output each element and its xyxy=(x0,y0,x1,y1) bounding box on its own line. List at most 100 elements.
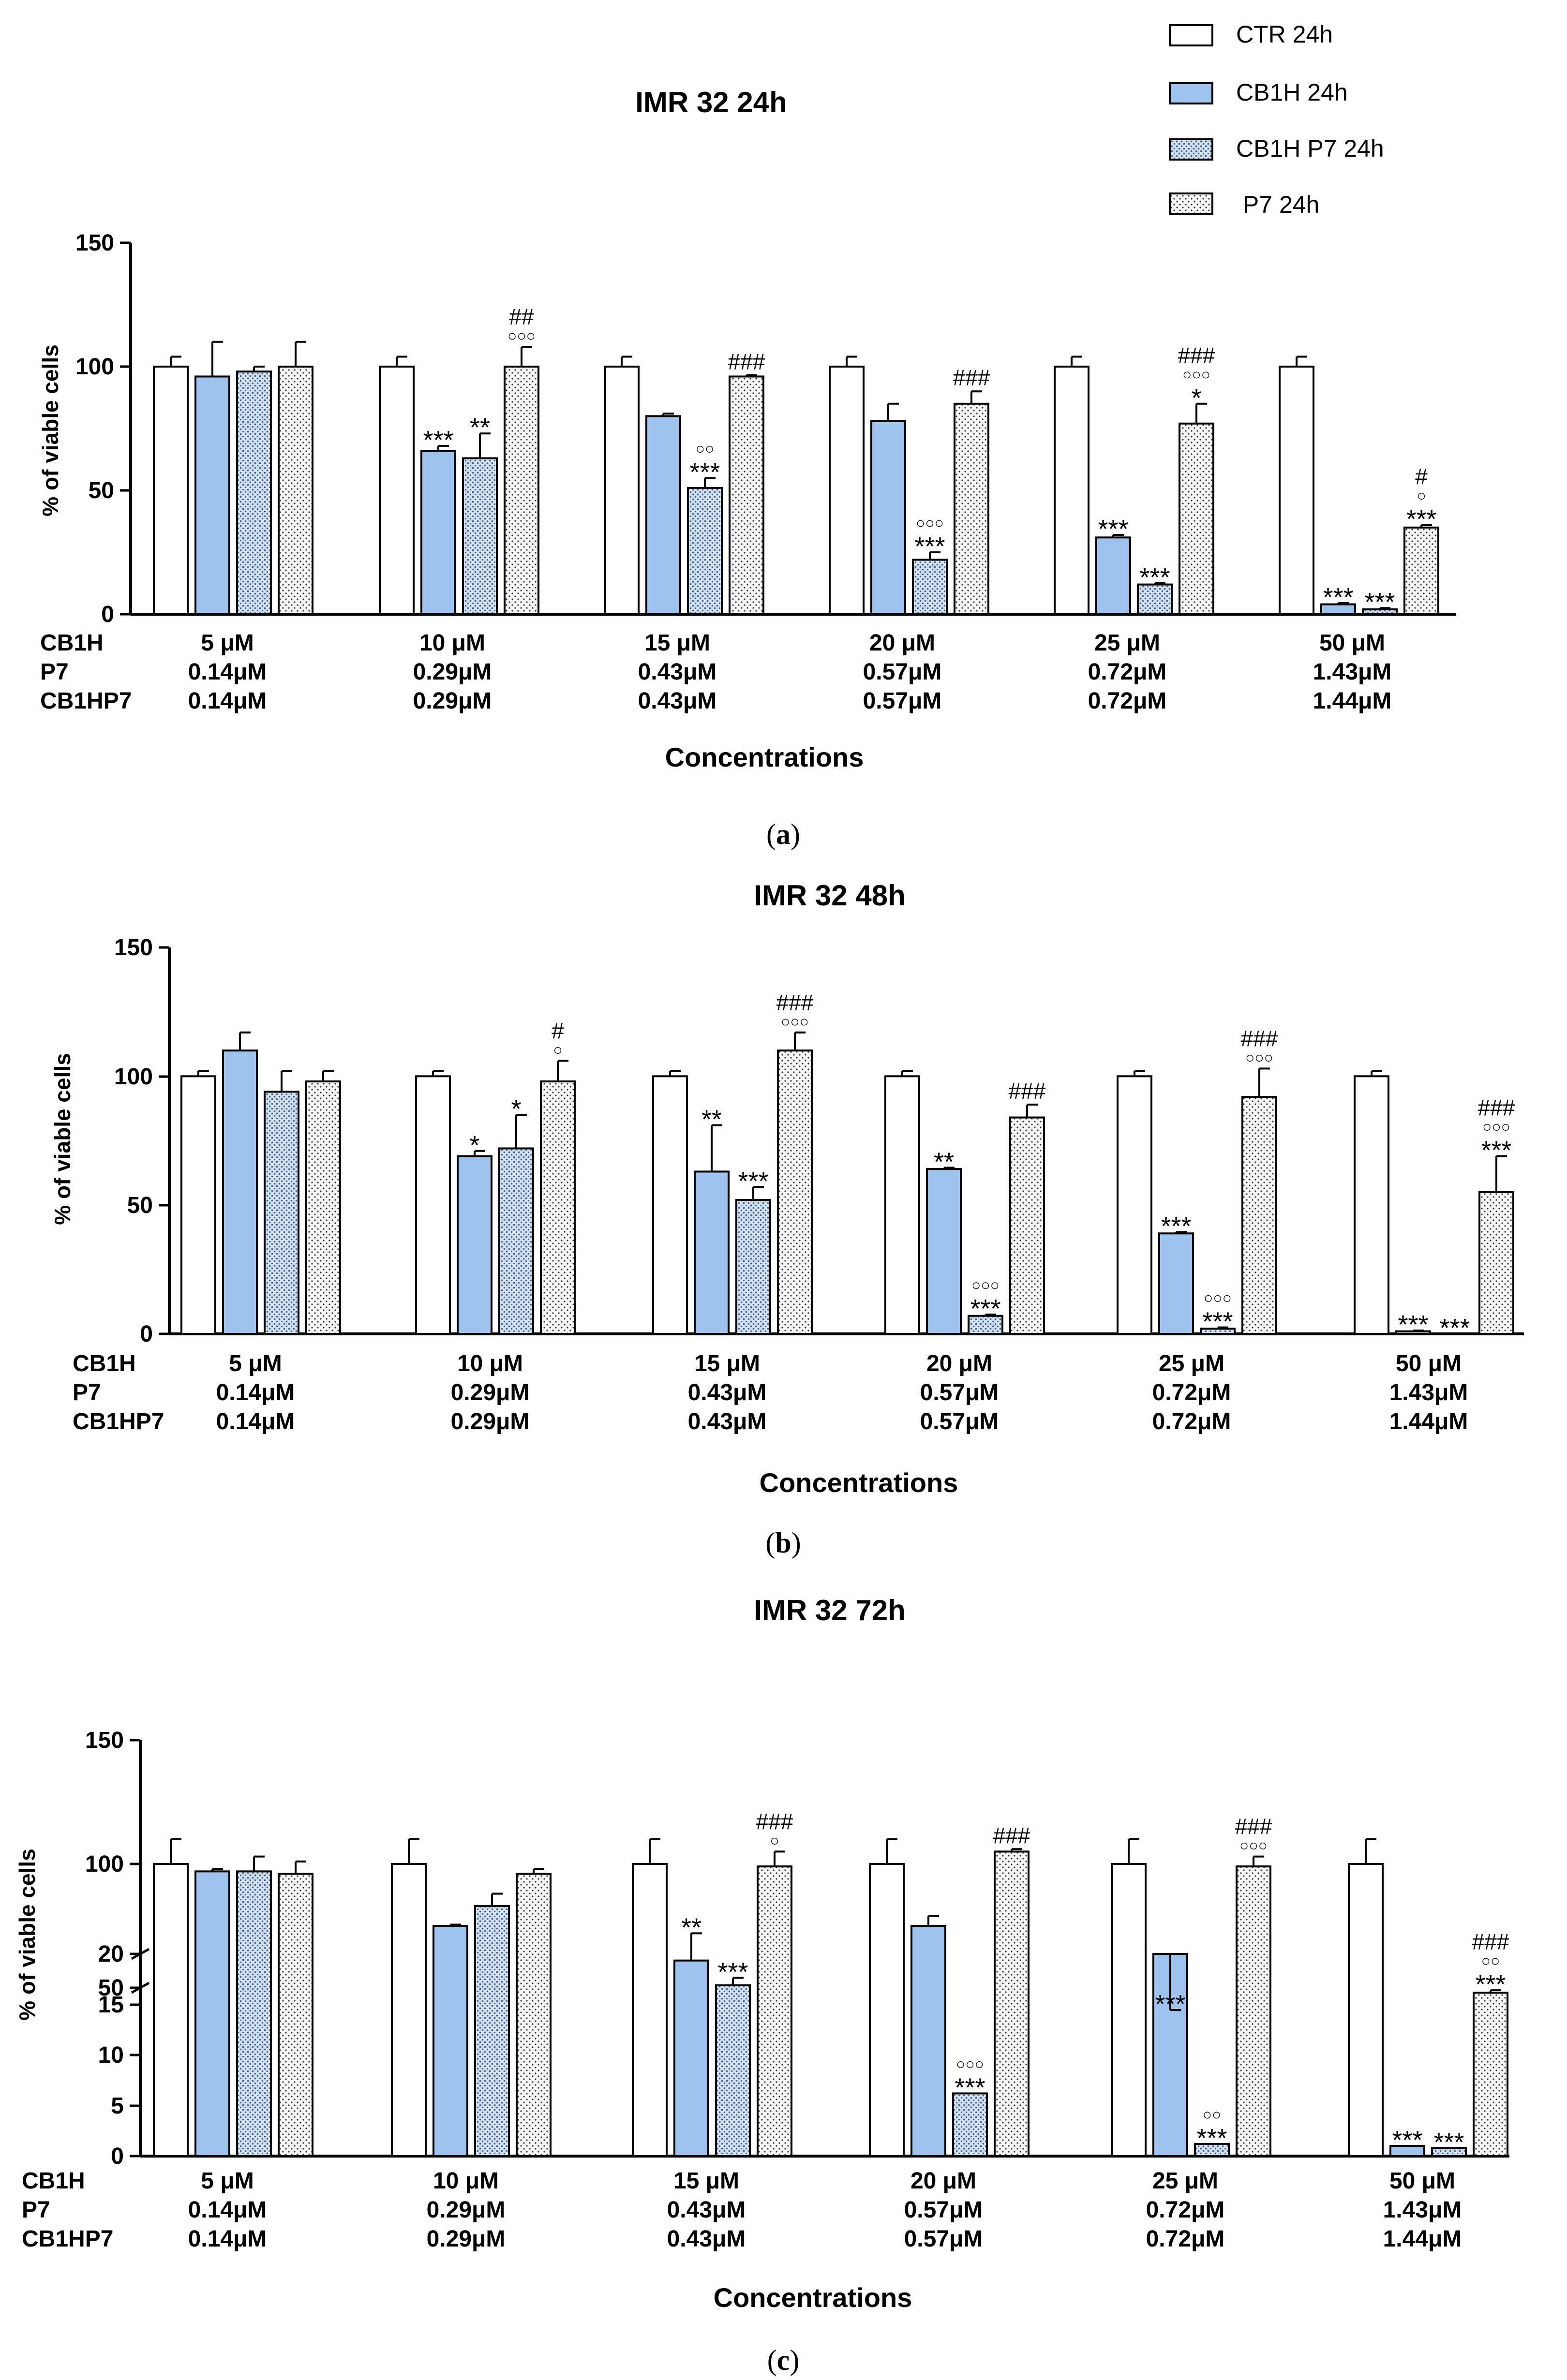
concentration-label: 50 μM xyxy=(1319,630,1385,656)
concentration-label: 0.14μM xyxy=(188,659,267,685)
concentration-label: 20 μM xyxy=(910,2168,976,2194)
significance-label: ○○○ xyxy=(1482,1118,1510,1135)
significance-label: ## xyxy=(509,304,534,329)
bar-cb1h xyxy=(910,1925,946,2157)
bar-p7 xyxy=(504,366,539,615)
legend-label-ctr: CTR 24h xyxy=(1236,21,1333,48)
concentration-label: 1.43μM xyxy=(1389,1380,1468,1405)
legend-label-cb1hp7: CB1H P7 24h xyxy=(1236,135,1384,162)
bar-p7 xyxy=(540,1080,576,1335)
y-tick-label: 100 xyxy=(75,354,114,380)
significance-label: ** xyxy=(934,1147,954,1176)
y-tick-label: 100 xyxy=(85,1851,124,1877)
concentration-row-name: CB1HP7 xyxy=(73,1409,164,1434)
bar-cb1hp7 xyxy=(735,1199,771,1335)
bar-cb1hp7 xyxy=(912,559,948,615)
bar-ctr xyxy=(153,1863,189,2157)
significance-label: ○○○ xyxy=(956,2055,984,2072)
concentration-row-name: CB1H xyxy=(22,2168,85,2194)
concentration-label: 15 μM xyxy=(694,1351,760,1376)
bar-p7 xyxy=(729,375,764,615)
bar-cb1h xyxy=(433,1925,468,2157)
legend-item-ctr: CTR 24h xyxy=(1169,21,1333,48)
concentration-row-name: CB1H xyxy=(40,630,104,656)
concentration-label: 0.72μM xyxy=(1146,2226,1225,2252)
significance-label: ○○○ xyxy=(1182,366,1210,383)
significance-label: ○ xyxy=(1417,487,1426,504)
y-axis-label: % of viable cells xyxy=(50,1053,75,1225)
bar-ctr xyxy=(884,1075,920,1335)
concentration-label: 10 μM xyxy=(457,1351,523,1376)
bar-cb1hp7 xyxy=(687,487,723,615)
concentration-label: 0.43μM xyxy=(688,1409,767,1434)
concentration-label: 0.29μM xyxy=(413,688,492,714)
bar-p7 xyxy=(278,1873,313,2157)
y-tick-label: 20 xyxy=(98,1941,124,1967)
x-axis-label: Concentrations xyxy=(714,2282,912,2313)
bar-cb1h xyxy=(1158,1232,1194,1335)
bar-p7 xyxy=(1241,1095,1277,1335)
significance-label: ### xyxy=(1235,1814,1272,1839)
y-tick-label: 0 xyxy=(140,1321,153,1347)
concentration-row-name: CB1H xyxy=(73,1351,136,1376)
significance-label: *** xyxy=(1364,588,1395,617)
panel-c: IMR 32 72h % of viable cells Concentrati… xyxy=(15,1594,1509,2376)
concentration-label: 0.43μM xyxy=(688,1380,767,1405)
bar-cb1h xyxy=(926,1168,962,1335)
significance-label: ### xyxy=(728,349,765,374)
significance-label: ○○○ xyxy=(916,514,944,532)
bar-ctr xyxy=(1279,366,1314,615)
concentration-label: 0.14μM xyxy=(216,1409,295,1434)
bar-cb1h xyxy=(194,1870,230,2158)
concentration-label: 20 μM xyxy=(926,1351,992,1376)
panel-caption-letter: c xyxy=(777,2344,790,2376)
concentration-label: 0.57μM xyxy=(920,1380,999,1405)
bar-cb1hp7 xyxy=(715,1984,751,2157)
significance-label: *** xyxy=(1323,583,1353,612)
significance-label: ### xyxy=(1178,343,1215,368)
bar-ctr xyxy=(1348,1863,1384,2157)
concentration-label: 0.29μM xyxy=(451,1380,530,1405)
bar-cb1h xyxy=(222,1050,258,1335)
significance-label: *** xyxy=(1161,1212,1191,1241)
bar-p7 xyxy=(757,1865,792,2158)
significance-label: *** xyxy=(955,2073,985,2102)
significance-label: *** xyxy=(1439,1314,1470,1343)
concentration-label: 5 μM xyxy=(229,1351,282,1376)
concentration-label: 20 μM xyxy=(869,630,935,656)
significance-label: *** xyxy=(1155,1990,1185,2019)
concentration-row-name: P7 xyxy=(40,659,69,685)
significance-label: ### xyxy=(953,365,990,390)
bar-cb1hp7 xyxy=(462,457,498,615)
significance-label: ○○○ xyxy=(971,1276,1000,1294)
concentration-row-name: P7 xyxy=(73,1380,101,1405)
bar-ctr xyxy=(632,1863,668,2157)
significance-label: *** xyxy=(1475,1970,1506,1999)
significance-label: *** xyxy=(1196,2124,1227,2153)
concentration-label: 0.57μM xyxy=(904,2226,983,2252)
significance-label: ** xyxy=(681,1913,701,1942)
concentration-label: 0.43μM xyxy=(638,659,717,685)
plot-area-c: 0510152050100150**************○○○***○○**… xyxy=(22,1728,1509,2252)
y-tick-label: 0 xyxy=(101,602,114,627)
bar-p7 xyxy=(1473,1992,1508,2158)
concentration-label: 0.29μM xyxy=(427,2197,506,2223)
bar-ctr xyxy=(153,366,189,615)
bar-cb1hp7 xyxy=(1194,2143,1230,2157)
concentration-label: 1.43μM xyxy=(1383,2197,1462,2223)
significance-label: ○○○ xyxy=(1245,1049,1273,1066)
x-axis-label: Concentrations xyxy=(665,742,864,772)
concentration-label: 0.14μM xyxy=(188,2226,267,2252)
bar-p7 xyxy=(278,366,313,615)
bar-ctr xyxy=(1354,1075,1389,1335)
concentration-label: 1.44μM xyxy=(1389,1409,1468,1434)
y-tick-label: 50 xyxy=(127,1193,153,1218)
bar-ctr xyxy=(391,1863,427,2157)
significance-label: ** xyxy=(470,413,490,442)
concentration-label: 0.57μM xyxy=(920,1409,999,1434)
legend-swatch-cb1h xyxy=(1169,82,1213,104)
bar-p7 xyxy=(1478,1191,1514,1335)
y-tick-label: 100 xyxy=(114,1064,153,1090)
legend-label-cb1h: CB1H 24h xyxy=(1236,79,1348,106)
